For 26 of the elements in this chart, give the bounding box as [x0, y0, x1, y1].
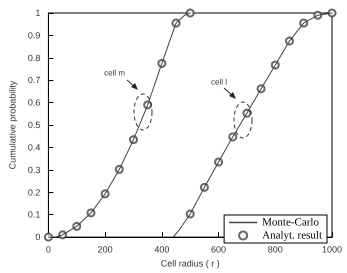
x-tick-label: 200	[98, 244, 113, 255]
y-tick-label: 1	[35, 8, 40, 18]
y-tick-label: 0.5	[28, 120, 40, 130]
annotation: cell m	[104, 68, 126, 78]
y-axis-title: Cumulative probability	[8, 80, 18, 170]
x-tick-label: 1000	[322, 244, 342, 255]
legend-label: Monte-Carlo	[262, 216, 320, 228]
legend-label: Analyt. result	[262, 230, 322, 242]
point	[44, 232, 53, 242]
y-tick-label: 0.1	[28, 210, 40, 220]
x-axis-title: Cell radius ( r )	[160, 258, 220, 268]
y-tick-label: 0.9	[28, 30, 40, 40]
y-tick-label: 0	[35, 232, 40, 242]
y-tick-label: 0.3	[28, 164, 40, 175]
y-tick-label: 0.8	[28, 52, 40, 63]
point	[328, 8, 336, 18]
y-tick-label: 0.2	[28, 187, 40, 198]
y-tick-label: 0.4	[28, 142, 40, 152]
x-tick-label: 400	[154, 244, 170, 255]
annotation: cell l	[210, 78, 228, 86]
x-tick-label: 600	[211, 244, 226, 255]
point	[186, 8, 195, 18]
y-tick-label: 0.7	[28, 75, 40, 86]
x-tick-label: 0	[46, 244, 51, 255]
y-tick-label: 0.6	[28, 98, 40, 108]
x-tick-label: 800	[268, 244, 283, 255]
